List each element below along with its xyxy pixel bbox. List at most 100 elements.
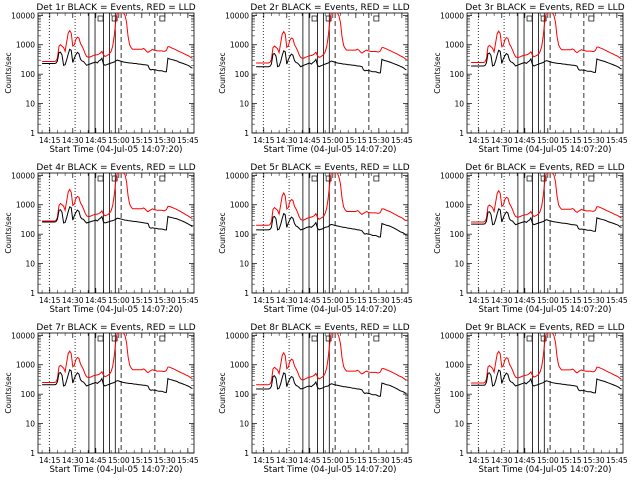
y-axis-label: Counts/sec	[4, 52, 13, 93]
x-tick-label: 14:30	[276, 456, 298, 465]
y-tick-label: 100	[235, 230, 250, 239]
x-tick-label: 15:00	[537, 296, 559, 305]
x-tick-label: 15:15	[560, 136, 582, 145]
lld-series-line	[256, 13, 407, 64]
plot-frame	[466, 332, 624, 454]
marker-flag	[373, 15, 380, 22]
x-tick-label: 15:30	[368, 136, 390, 145]
y-tick-label: 1	[459, 449, 464, 458]
y-axis-label: Counts/sec	[218, 52, 227, 93]
x-tick-label: 14:45	[85, 296, 107, 305]
x-tick-label: 15:00	[108, 136, 130, 145]
y-axis-label: Counts/sec	[4, 372, 13, 413]
y-tick-label: 1	[30, 449, 35, 458]
events-series-line	[471, 208, 622, 232]
y-tick-label: 10000	[11, 331, 35, 340]
x-tick-label: 14:45	[514, 456, 536, 465]
panel-title: Det 4r BLACK = Events, RED = LLD	[36, 163, 195, 173]
x-tick-label: 14:45	[299, 136, 321, 145]
plot-frame	[251, 332, 409, 454]
panel-det-6r: Det 6r BLACK = Events, RED = LLD 1 10 100 10…	[433, 163, 628, 315]
panel-title: Det 9r BLACK = Events, RED = LLD	[465, 323, 624, 333]
x-tick-label: 15:15	[345, 296, 367, 305]
y-axis-label: Counts/sec	[218, 372, 227, 413]
panel-det-4r: Det 4r BLACK = Events, RED = LLD 1 10 100 10…	[4, 163, 199, 315]
y-tick-label: 100	[235, 390, 250, 399]
marker-flag	[373, 175, 380, 182]
marker-flag	[540, 15, 547, 22]
panel-det-5r: Det 5r BLACK = Events, RED = LLD 1 10 100 10…	[218, 163, 413, 315]
marker-flag	[325, 335, 332, 342]
plot-frame	[37, 172, 195, 294]
panel-title: Det 1r BLACK = Events, RED = LLD	[36, 3, 195, 13]
y-tick-label: 1000	[230, 41, 249, 50]
panel-title: Det 3r BLACK = Events, RED = LLD	[465, 3, 624, 13]
x-tick-label: 14:15	[468, 456, 490, 465]
x-tick-label: 14:30	[491, 296, 513, 305]
panel-det-1r: Det 1r BLACK = Events, RED = LLD 1 10 100 10…	[4, 3, 199, 155]
marker-flag	[97, 175, 104, 182]
marker-flag	[97, 335, 104, 342]
x-tick-label: 15:45	[606, 136, 628, 145]
y-tick-label: 10000	[225, 171, 249, 180]
x-tick-label: 14:45	[85, 136, 107, 145]
panel-det-8r: Det 8r BLACK = Events, RED = LLD 1 10 100 10…	[218, 323, 413, 475]
marker-flag	[311, 15, 318, 22]
x-axis-label: Start Time (04-Jul-05 14:07:20)	[479, 305, 612, 315]
x-axis-label: Start Time (04-Jul-05 14:07:20)	[479, 465, 612, 475]
x-tick-label: 15:45	[391, 296, 413, 305]
marker-flag	[97, 15, 104, 22]
events-series-line	[42, 48, 193, 73]
x-tick-label: 14:15	[468, 296, 490, 305]
x-tick-label: 15:45	[177, 296, 199, 305]
x-tick-label: 15:45	[606, 456, 628, 465]
x-tick-label: 15:15	[131, 296, 153, 305]
x-axis-label: Start Time (04-Jul-05 14:07:20)	[50, 305, 183, 315]
y-tick-label: 100	[450, 70, 465, 79]
x-tick-label: 14:45	[514, 296, 536, 305]
y-tick-label: 10000	[11, 171, 35, 180]
x-tick-label: 15:45	[177, 456, 199, 465]
y-tick-label: 1	[30, 129, 35, 138]
x-tick-label: 14:15	[39, 296, 61, 305]
events-series-line	[42, 368, 193, 393]
y-tick-label: 1000	[445, 201, 464, 210]
events-series-line	[471, 369, 622, 394]
x-tick-label: 14:30	[276, 296, 298, 305]
y-tick-label: 10	[239, 100, 249, 109]
y-tick-label: 1000	[230, 201, 249, 210]
marker-flag	[111, 15, 118, 22]
x-tick-label: 14:45	[85, 456, 107, 465]
x-tick-label: 15:00	[537, 456, 559, 465]
y-tick-label: 1000	[16, 361, 35, 370]
marker-flag	[325, 15, 332, 22]
panel-title: Det 8r BLACK = Events, RED = LLD	[250, 323, 409, 333]
x-tick-label: 14:15	[253, 136, 275, 145]
x-tick-label: 15:00	[322, 456, 344, 465]
marker-flag	[311, 335, 318, 342]
marker-flag	[325, 175, 332, 182]
marker-flag	[526, 335, 533, 342]
x-tick-label: 14:30	[491, 456, 513, 465]
y-tick-label: 100	[235, 70, 250, 79]
panel-title: Det 6r BLACK = Events, RED = LLD	[465, 163, 624, 173]
marker-flag	[588, 15, 595, 22]
x-tick-label: 15:30	[154, 136, 176, 145]
y-tick-label: 10	[454, 100, 464, 109]
y-tick-label: 10000	[11, 11, 35, 20]
x-tick-label: 15:00	[322, 296, 344, 305]
x-tick-label: 14:45	[514, 136, 536, 145]
marker-flag	[588, 335, 595, 342]
plot-frame	[37, 332, 195, 454]
x-tick-label: 14:30	[491, 136, 513, 145]
x-tick-label: 15:00	[537, 136, 559, 145]
x-axis-label: Start Time (04-Jul-05 14:07:20)	[264, 145, 397, 155]
y-tick-label: 10000	[225, 11, 249, 20]
plot-frame	[251, 12, 409, 134]
x-tick-label: 15:15	[345, 136, 367, 145]
lld-series-line	[256, 333, 407, 386]
lld-series-line	[42, 13, 193, 62]
events-series-line	[256, 50, 407, 74]
x-tick-label: 14:30	[276, 136, 298, 145]
x-tick-label: 15:30	[583, 456, 605, 465]
